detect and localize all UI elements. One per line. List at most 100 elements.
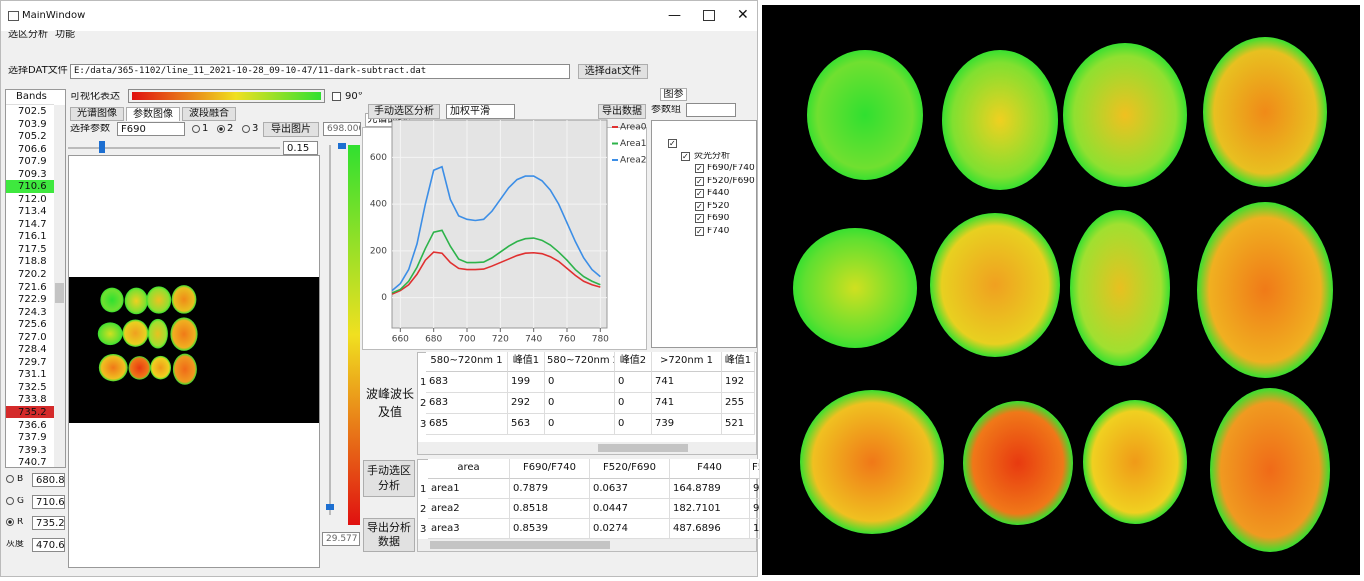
table-cell: 683 bbox=[426, 393, 508, 414]
image-black bbox=[69, 277, 319, 423]
band-item[interactable]: 714.7 bbox=[18, 218, 47, 230]
tab[interactable]: 光谱图像 bbox=[70, 107, 124, 121]
band-item[interactable]: 705.2 bbox=[18, 131, 47, 143]
band-item[interactable]: 702.5 bbox=[18, 106, 47, 117]
smooth-combo[interactable]: 加权平滑 bbox=[446, 104, 515, 119]
table-cell: 0 bbox=[545, 393, 615, 414]
table-header: 峰值1 bbox=[722, 352, 755, 372]
scroll-thumb bbox=[55, 283, 64, 303]
band-item[interactable]: 713.4 bbox=[18, 206, 47, 218]
band-item[interactable]: 739.3 bbox=[18, 444, 47, 456]
table-cell: 487.6896 bbox=[670, 519, 750, 539]
slider-handle[interactable] bbox=[99, 141, 105, 153]
rgb-label: B bbox=[17, 475, 24, 484]
tree-checkbox[interactable]: ✓ bbox=[695, 176, 704, 186]
tree-tab[interactable]: 图参 bbox=[660, 88, 687, 101]
radio[interactable] bbox=[192, 125, 200, 133]
table-cell: 0.0637 bbox=[590, 479, 670, 499]
tree-item: F440 bbox=[707, 189, 730, 198]
band-item[interactable]: 737.9 bbox=[18, 432, 47, 444]
tab[interactable]: 波段融合 bbox=[182, 107, 236, 121]
radio[interactable] bbox=[217, 125, 225, 133]
band-item[interactable]: 731.1 bbox=[18, 369, 47, 381]
table-cell: 741 bbox=[652, 393, 722, 414]
band-item[interactable]: 709.3 bbox=[18, 168, 47, 180]
visual-label: 可视化表达 bbox=[70, 92, 120, 102]
button[interactable]: 导出数据 bbox=[598, 104, 646, 119]
band-item[interactable]: 736.6 bbox=[18, 419, 47, 431]
table-cell: 685 bbox=[426, 414, 508, 435]
radio[interactable] bbox=[6, 475, 14, 483]
table-header: F520/F690 bbox=[590, 459, 670, 479]
tree-item: F740 bbox=[707, 226, 730, 236]
menu-item[interactable]: 选区分析 bbox=[8, 30, 48, 40]
table-header: F690/F740 bbox=[510, 459, 590, 479]
button[interactable]: 手动选区分析 bbox=[368, 104, 440, 119]
colorbar bbox=[348, 145, 360, 525]
radio[interactable] bbox=[242, 125, 250, 133]
button[interactable]: 手动选区分析 bbox=[363, 460, 415, 497]
band-item[interactable]: 721.6 bbox=[18, 281, 47, 293]
band-item[interactable]: 728.4 bbox=[18, 344, 47, 356]
max-value: 698.000 bbox=[323, 122, 361, 136]
group-combo[interactable] bbox=[686, 103, 736, 117]
band-item[interactable]: 706.6 bbox=[18, 143, 47, 155]
tree-checkbox[interactable]: ✓ bbox=[695, 226, 704, 236]
tree-item: F690/F740 bbox=[707, 164, 755, 173]
file-label: 选择DAT文件 bbox=[8, 66, 68, 76]
param-label: 选择参数 bbox=[70, 124, 110, 134]
band-item[interactable]: 716.1 bbox=[18, 231, 47, 243]
tab[interactable]: 参数图像 bbox=[126, 107, 180, 121]
tree-checkbox[interactable]: ✓ bbox=[681, 152, 690, 161]
table-cell: 9.5738 bbox=[750, 479, 760, 499]
band-item[interactable]: 720.2 bbox=[18, 269, 47, 281]
table-cell: 739 bbox=[652, 414, 722, 435]
param-combo[interactable]: F690 bbox=[117, 122, 185, 136]
vslider-track bbox=[329, 145, 331, 515]
band-item[interactable]: 732.5 bbox=[18, 381, 47, 393]
table-cell: 0.0274 bbox=[590, 519, 670, 539]
vslider-handle[interactable] bbox=[326, 504, 334, 510]
file-button[interactable]: 选择dat文件 bbox=[578, 64, 648, 79]
band-item[interactable]: 727.0 bbox=[18, 331, 47, 343]
band-item[interactable]: 710.6 bbox=[6, 180, 54, 193]
title-bar bbox=[1, 1, 757, 31]
tree-item: F520 bbox=[707, 201, 730, 211]
menu-item[interactable]: 功能 bbox=[55, 30, 75, 40]
band-item[interactable]: 717.5 bbox=[18, 243, 47, 255]
bands-header: Bands bbox=[6, 90, 54, 105]
tree-checkbox[interactable]: ✓ bbox=[668, 139, 677, 148]
min-value: 29.577 bbox=[322, 532, 360, 546]
band-item[interactable]: 735.2 bbox=[6, 405, 54, 419]
row-label: 3 bbox=[420, 524, 427, 535]
radio[interactable] bbox=[6, 496, 14, 505]
band-item[interactable]: 724.3 bbox=[18, 306, 47, 318]
right-image bbox=[762, 5, 1360, 575]
band-item[interactable]: 725.6 bbox=[18, 319, 47, 331]
vslider-handle[interactable] bbox=[338, 143, 346, 149]
band-item[interactable]: 729.7 bbox=[18, 356, 47, 368]
maximize-button[interactable] bbox=[703, 10, 715, 21]
button[interactable]: 导出分析数据 bbox=[363, 518, 415, 552]
radio-label: 2 bbox=[227, 124, 234, 134]
band-item[interactable]: 707.9 bbox=[18, 156, 47, 168]
table-cell: 0 bbox=[615, 393, 652, 414]
band-item[interactable]: 740.7 bbox=[18, 457, 47, 469]
close-button[interactable]: ✕ bbox=[737, 8, 749, 23]
h-thumb bbox=[430, 541, 610, 549]
tree-checkbox[interactable]: ✓ bbox=[695, 214, 704, 223]
band-item[interactable]: 703.9 bbox=[18, 118, 47, 130]
band-item[interactable]: 733.8 bbox=[18, 394, 47, 406]
radio[interactable] bbox=[6, 518, 14, 526]
gradient-bar bbox=[128, 89, 325, 103]
checkbox[interactable] bbox=[332, 92, 341, 101]
export-image-button[interactable]: 导出图片 bbox=[263, 122, 319, 137]
tree-checkbox[interactable]: ✓ bbox=[695, 201, 704, 211]
band-item[interactable]: 712.0 bbox=[18, 193, 47, 205]
tree-checkbox[interactable]: ✓ bbox=[695, 164, 704, 173]
tree-checkbox[interactable]: ✓ bbox=[695, 189, 704, 198]
band-item[interactable]: 718.8 bbox=[18, 256, 47, 268]
band-item[interactable]: 722.9 bbox=[18, 294, 47, 306]
minimize-button[interactable]: — bbox=[668, 9, 681, 23]
